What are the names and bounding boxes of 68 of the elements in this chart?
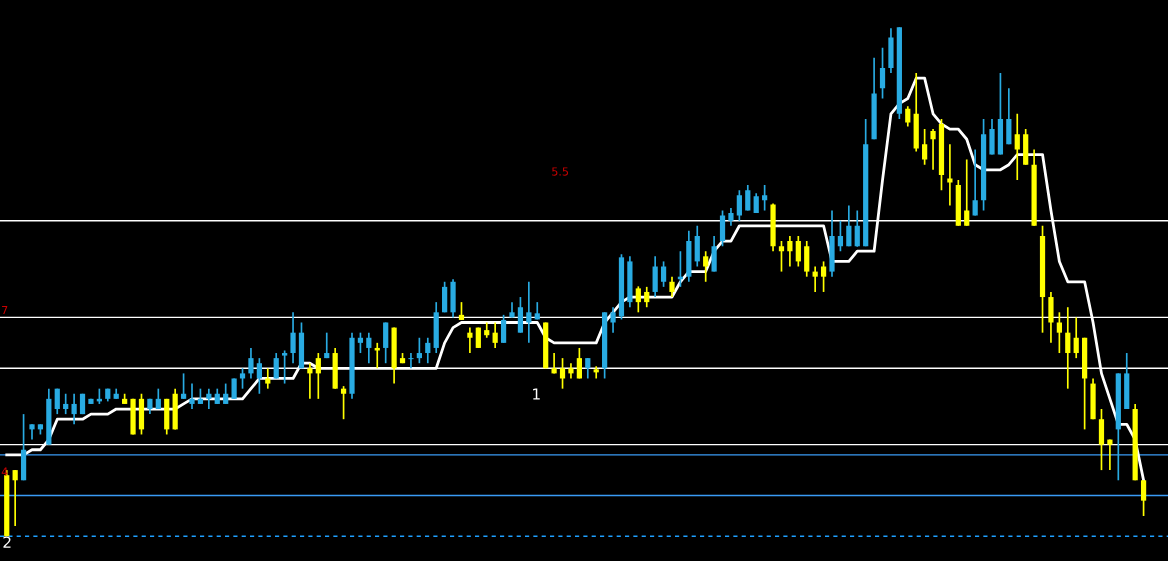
candlestick xyxy=(762,184,768,212)
candlestick xyxy=(787,235,793,268)
candlestick xyxy=(54,387,60,415)
candlestick xyxy=(265,367,271,390)
candlestick xyxy=(905,105,911,128)
candlestick xyxy=(947,143,953,207)
candlestick xyxy=(644,286,650,309)
candlestick xyxy=(812,265,818,293)
candlestick xyxy=(585,357,591,380)
candlestick xyxy=(703,250,709,283)
candlestick xyxy=(1014,112,1020,181)
candlestick xyxy=(879,46,886,100)
candlestick xyxy=(736,189,742,222)
candlestick xyxy=(778,240,785,273)
candlestick xyxy=(63,392,69,415)
candlestick xyxy=(248,347,254,380)
candlestick xyxy=(1107,438,1113,471)
candlestick xyxy=(12,469,18,527)
candlestick xyxy=(820,260,827,293)
candlestick xyxy=(307,362,313,400)
candlestick xyxy=(972,148,978,217)
candlestick xyxy=(256,357,262,395)
candlestick xyxy=(846,204,852,247)
candlestick xyxy=(669,275,675,298)
candlestick xyxy=(467,326,473,354)
candlestick xyxy=(416,336,422,365)
candlestick xyxy=(492,321,498,349)
candlestick xyxy=(1056,311,1062,354)
annotation: 7 xyxy=(2,305,8,315)
annotation: 1 xyxy=(533,388,540,400)
candlestick xyxy=(315,352,321,400)
candlestick xyxy=(922,128,928,166)
candlestick xyxy=(635,285,641,314)
candlestick xyxy=(576,347,582,380)
candlestick xyxy=(239,367,246,390)
candlestick xyxy=(559,357,566,390)
text: 2 xyxy=(3,536,11,548)
candlestick xyxy=(71,392,77,426)
candlestick xyxy=(206,387,212,410)
candlestick xyxy=(408,352,414,370)
candlestick xyxy=(282,349,288,385)
candlestick xyxy=(324,331,330,359)
candlestick xyxy=(366,331,372,365)
candlestick xyxy=(223,382,229,405)
candlestick xyxy=(1065,306,1071,390)
candlestick xyxy=(290,311,296,365)
candlestick xyxy=(795,235,801,268)
candlestick xyxy=(189,382,195,410)
candlestick xyxy=(964,158,970,227)
candlestick xyxy=(231,377,237,400)
candlestick xyxy=(593,365,599,380)
candlestick xyxy=(273,352,279,380)
candlestick xyxy=(340,385,347,421)
candlestick xyxy=(930,128,936,171)
candlestick xyxy=(357,331,364,354)
candlestick xyxy=(837,219,844,253)
annotation: 4 xyxy=(1,467,8,476)
candlestick xyxy=(854,209,860,248)
candlestick xyxy=(745,184,751,212)
candlestick xyxy=(526,280,532,344)
candlestick xyxy=(180,372,187,400)
annotation: 5.5 xyxy=(552,167,568,176)
candlestick xyxy=(610,306,616,334)
candlestick xyxy=(425,336,431,365)
candlestick xyxy=(1073,316,1079,359)
candlestick xyxy=(660,260,667,288)
candlestick xyxy=(1140,479,1147,517)
candlestick xyxy=(500,314,507,344)
